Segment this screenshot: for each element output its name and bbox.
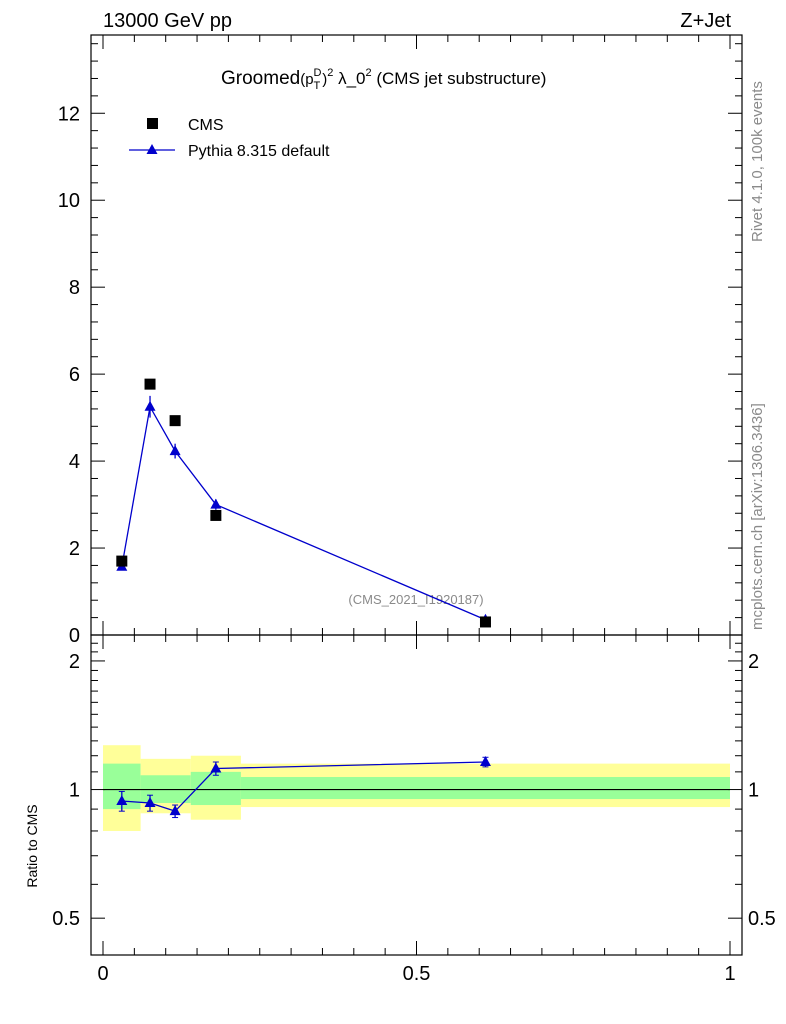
main-ytick-label: 2 [69,538,80,560]
title-sup-d: D [314,67,322,79]
title-sup-2: 2 [327,67,333,79]
main-ytick-label: 6 [69,364,80,386]
cms-point [479,616,491,628]
cms-point [144,378,156,390]
ratio-pythia-point [210,762,222,773]
ratio-ytick-label-right: 0.5 [748,908,776,930]
ratio-ytick-label-right: 2 [748,651,759,673]
title-sup-2b: 2 [366,67,372,79]
ratio-pythia-point [169,805,181,816]
ratio-bands [103,745,730,831]
ratio-xtick-label: 0 [97,963,108,985]
main-ytick-label: 10 [58,190,80,212]
ratio-pythia-point [144,797,156,808]
legend-marker-pythia [146,144,158,154]
main-ytick-label: 8 [69,277,80,299]
ratio-pythia-point [116,795,128,806]
ratio-data-marks [116,756,491,819]
mcplots-label: mcplots.cern.ch [arXiv:1306.3436] [749,403,766,630]
ratio-pythia-point [479,756,491,767]
pythia-point [210,498,222,509]
title-p: (p [300,71,313,88]
energy-label: 13000 GeV pp [103,10,232,32]
ratio-axis-ticks: 0.5 0.5 1 1 2 2 0 0.5 1 [52,635,776,985]
legend-label-pythia: Pythia 8.315 default [188,143,330,160]
ratio-ytick-label-left: 2 [69,651,80,673]
title-sub-t: T [314,80,321,92]
ratio-frame [90,634,743,956]
ratio-xtick-label: 1 [724,963,735,985]
ratio-ylabel: Ratio to CMS [24,804,40,887]
watermark: (CMS_2021_I1920187) [348,592,483,607]
ratio-ytick-label-left: 1 [69,780,80,802]
pythia-point [169,445,181,456]
cms-point [116,555,128,567]
ratio-ytick-label-right: 1 [748,780,759,802]
legend-label-cms: CMS [188,117,224,134]
rivet-label: Rivet 4.1.0, 100k events [749,81,766,242]
title-close: ) [322,71,327,88]
ratio-band-stat [190,771,241,806]
main-ytick-label: 4 [69,451,80,473]
title-lambda: λ_0 [333,69,365,88]
main-data-marks [116,378,491,628]
title-lead: Groomed [221,68,300,89]
ratio-band-stat [240,777,730,800]
title-tail: (CMS jet substructure) [372,69,547,88]
chart-title: Groomed(pD T)2 λ_02 (CMS jet substructure… [221,67,546,92]
cms-point [210,509,222,521]
main-ytick-label: 12 [58,103,80,125]
pythia-line [121,404,486,621]
pythia-point [144,400,156,411]
ratio-ytick-label-left: 0.5 [52,908,80,930]
process-label: Z+Jet [680,10,731,32]
cms-point [169,415,181,427]
legend-marker-cms [147,118,158,129]
main-axis-ticks: 0 2 4 6 8 10 12 [58,35,742,647]
ratio-xtick-label: 0.5 [403,963,431,985]
main-ytick-label: 0 [69,625,80,647]
